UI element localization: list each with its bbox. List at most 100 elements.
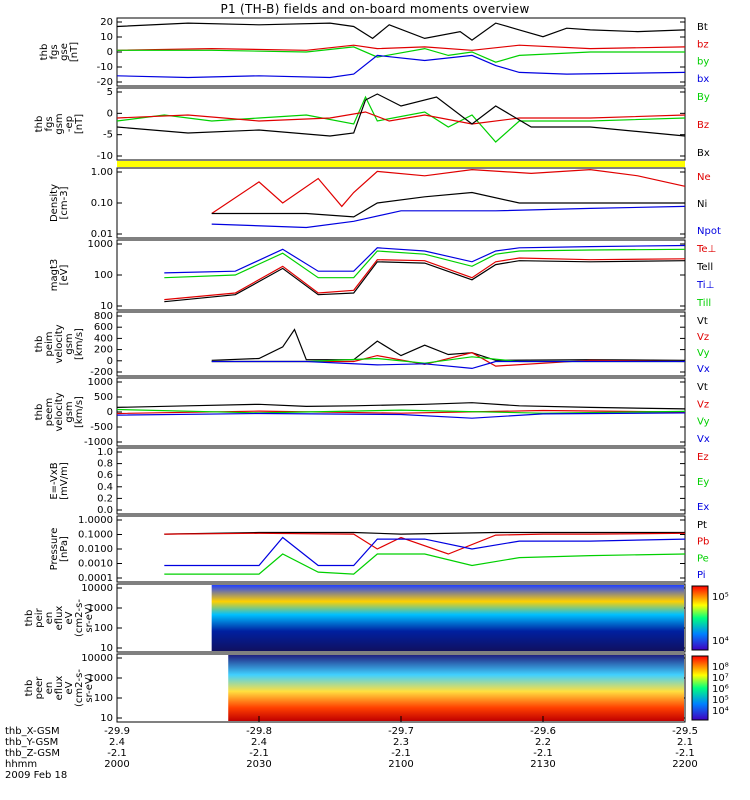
y-tick-label: 20 [100, 17, 113, 28]
x-tick-label-time: 2100 [388, 759, 413, 770]
spectrogram [211, 585, 684, 651]
y-tick-label: -500 [90, 422, 113, 433]
legend-label-Pe: Pe [697, 553, 709, 564]
colorbar-tick-label: 10⁵ [712, 592, 729, 603]
legend-label-bx: bx [697, 74, 709, 85]
colorbar-tick-label: 10⁵ [712, 695, 729, 706]
y-tick-label: 1000 [88, 377, 113, 388]
y-tick-label: 0.4 [97, 482, 113, 493]
y-axis-label: [cm-3] [59, 186, 70, 219]
legend-label-Npot: Npot [697, 226, 721, 237]
colorbar-tick-label: 10⁷ [712, 673, 729, 684]
panel-frame [116, 87, 686, 161]
colorbar-tick-label: 10⁶ [712, 684, 729, 695]
y-axis-label: peim [44, 331, 55, 356]
legend-label-By: By [697, 92, 710, 103]
x-tick-label-y: 2.3 [393, 737, 409, 748]
y-axis-label: [mV/m] [59, 462, 70, 500]
legend-label-Vz: Vz [697, 399, 709, 410]
y-axis-label: fgs [49, 44, 60, 59]
y-axis-label: thb [24, 610, 35, 627]
y-tick-label: 0.01 [91, 229, 113, 240]
y-axis-label: peer [34, 676, 45, 700]
y-axis-label: Pressure [49, 528, 60, 571]
y-axis-label: [nPa] [59, 536, 70, 562]
legend-label-Till: Till [696, 298, 711, 309]
colorbar-tick-label: 10⁸ [712, 662, 729, 673]
legend-label-Vt: Vt [697, 382, 708, 393]
colorbar-tick-label: 10⁴ [712, 636, 729, 647]
y-axis-label: [km/s] [74, 328, 85, 360]
series-line-Npot [211, 205, 686, 229]
y-axis-label: sr-eV) [84, 603, 95, 632]
y-tick-label: 1000 [88, 239, 113, 250]
y-axis-label: [nT] [74, 114, 85, 134]
y-axis-label: peem [44, 398, 55, 426]
y-tick-label: -10 [97, 151, 113, 162]
series-line-Ni [211, 191, 685, 218]
y-axis-label: en [44, 682, 55, 695]
y-tick-label: 500 [94, 392, 113, 403]
y-axis-label: gsm [64, 401, 75, 422]
x-tick-label-x: -29.7 [388, 726, 414, 737]
panel-3 [116, 167, 686, 239]
y-axis-label: eV [64, 681, 75, 694]
x-tick-label-time: 2000 [104, 759, 129, 770]
y-axis-label: [eV] [59, 265, 70, 286]
y-tick-label: 10 [100, 713, 113, 724]
y-axis-label: [nT] [69, 42, 80, 62]
y-tick-label: 200 [94, 345, 113, 356]
row-time-label: hhmm [5, 759, 38, 770]
x-tick-label-y: 2.2 [535, 737, 551, 748]
series-line-Bt [116, 22, 686, 41]
y-tick-label: 0.0010 [78, 559, 113, 570]
y-axis-label: thb [39, 44, 50, 61]
y-tick-label: 0.0 [97, 505, 113, 516]
x-tick-label-z: -2.1 [249, 748, 269, 759]
y-axis-label: thb [34, 336, 45, 353]
legend-label-Pb: Pb [697, 537, 709, 548]
y-tick-label: 600 [94, 322, 113, 333]
y-axis-label: Density [49, 184, 60, 222]
y-tick-label: 1000 [88, 603, 113, 614]
x-tick-label-y: 2.1 [677, 737, 693, 748]
y-tick-label: 100 [94, 270, 113, 281]
series-line-Vt [116, 402, 686, 410]
series-line-Pi [164, 536, 686, 567]
legend-label-Ne: Ne [697, 172, 711, 183]
panel-7 [116, 447, 686, 515]
y-tick-label: 10000 [81, 583, 113, 594]
panel-frame [116, 311, 686, 377]
x-tick-label-time: 2030 [246, 759, 271, 770]
series-line-bx [116, 54, 686, 79]
y-tick-label: 5 [107, 87, 113, 98]
y-tick-label: 10 [100, 643, 113, 654]
legend-label-Pi: Pi [697, 570, 706, 581]
series-line-bz [116, 44, 686, 51]
y-tick-label: -10 [97, 62, 113, 73]
row-y-label: thb_Y-GSM [5, 737, 59, 748]
panel-6 [116, 377, 686, 447]
legend-label-Bt: Bt [697, 22, 708, 33]
y-tick-label: -20 [97, 77, 113, 88]
y-tick-label: 400 [94, 333, 113, 344]
series-line-Pb [164, 532, 686, 555]
y-tick-label: 0.8 [97, 459, 113, 470]
y-axis-label: gsm [64, 333, 75, 354]
colorbar [691, 655, 709, 721]
y-axis-label: (cm2-s- [74, 669, 85, 707]
panel-frame [116, 583, 686, 653]
x-tick-label-y: 2.4 [109, 737, 125, 748]
legend-label-Vx: Vx [697, 434, 710, 445]
y-tick-label: 10000 [81, 653, 113, 664]
y-axis-label: sr-eV) [84, 673, 95, 702]
legend-label-bz: bz [697, 39, 709, 50]
series-line-Pe [164, 553, 686, 575]
legend-label-Vt: Vt [697, 316, 708, 327]
y-axis-label: eflux [54, 676, 65, 701]
y-axis-label: thb [34, 116, 45, 133]
status-bar [117, 161, 685, 167]
panel-8 [116, 515, 686, 583]
x-tick-label-time: 2130 [530, 759, 555, 770]
